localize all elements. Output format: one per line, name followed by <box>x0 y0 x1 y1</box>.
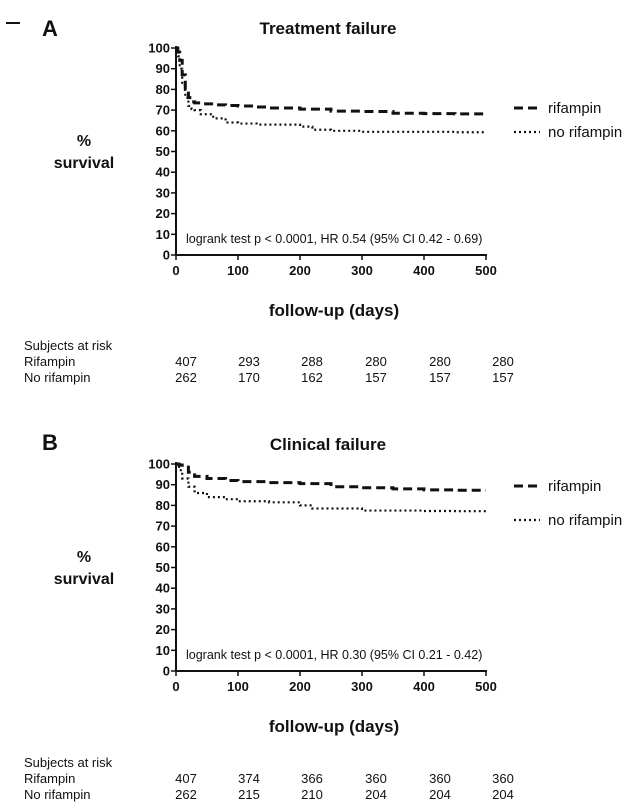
x-tick-label: 0 <box>172 263 179 278</box>
risk-value: 262 <box>175 370 197 385</box>
risk-table-title: Subjects at risk <box>24 755 113 770</box>
risk-value: 293 <box>238 354 260 369</box>
y-tick-label: 30 <box>156 185 170 200</box>
risk-value: 407 <box>175 771 197 786</box>
x-tick-label: 500 <box>475 679 497 694</box>
y-tick-label: 10 <box>156 643 170 658</box>
series-line-rifampin <box>176 462 486 492</box>
y-axis-label-line2: survival <box>54 155 114 172</box>
risk-value: 157 <box>429 370 451 385</box>
legend-label: rifampin <box>548 478 601 495</box>
series-line-no-rifampin <box>176 46 486 134</box>
y-tick-label: 30 <box>156 601 170 616</box>
risk-value: 288 <box>301 354 323 369</box>
y-axis-label-line2: survival <box>54 571 114 588</box>
logrank-annotation: logrank test p < 0.0001, HR 0.30 (95% CI… <box>186 648 482 662</box>
x-tick-label: 300 <box>351 679 373 694</box>
x-tick-label: 100 <box>227 679 249 694</box>
risk-value: 360 <box>365 771 387 786</box>
y-tick-label: 20 <box>156 206 170 221</box>
risk-row-label: No rifampin <box>24 787 91 802</box>
y-tick-label: 0 <box>163 664 170 679</box>
risk-row-label: Rifampin <box>24 354 76 369</box>
y-tick-label: 80 <box>156 498 170 513</box>
risk-value: 210 <box>301 787 323 802</box>
y-tick-label: 80 <box>156 82 170 97</box>
logrank-annotation: logrank test p < 0.0001, HR 0.54 (95% CI… <box>186 232 482 246</box>
risk-value: 170 <box>238 370 260 385</box>
risk-value: 280 <box>429 354 451 369</box>
legend-label: no rifampin <box>548 124 622 141</box>
risk-value: 407 <box>175 354 197 369</box>
y-tick-label: 10 <box>156 227 170 242</box>
chart-title: Clinical failure <box>270 435 386 454</box>
x-tick-label: 200 <box>289 679 311 694</box>
risk-value: 157 <box>365 370 387 385</box>
y-tick-label: 100 <box>148 41 170 56</box>
series-line-no-rifampin <box>176 462 486 513</box>
legend-label: rifampin <box>548 100 601 117</box>
risk-value: 366 <box>301 771 323 786</box>
y-tick-label: 40 <box>156 165 170 180</box>
risk-value: 360 <box>492 771 514 786</box>
chart-title: Treatment failure <box>260 19 397 38</box>
y-tick-label: 50 <box>156 144 170 159</box>
risk-value: 374 <box>238 771 260 786</box>
x-axis-label: follow-up (days) <box>269 717 399 736</box>
series-line-rifampin <box>176 46 486 116</box>
y-tick-label: 70 <box>156 519 170 534</box>
y-tick-label: 70 <box>156 103 170 118</box>
risk-value: 280 <box>365 354 387 369</box>
x-tick-label: 100 <box>227 263 249 278</box>
x-tick-label: 0 <box>172 679 179 694</box>
x-tick-label: 200 <box>289 263 311 278</box>
y-tick-label: 20 <box>156 622 170 637</box>
y-tick-label: 100 <box>148 457 170 472</box>
risk-value: 157 <box>492 370 514 385</box>
risk-value: 280 <box>492 354 514 369</box>
panel-label: B <box>42 430 58 455</box>
y-tick-label: 40 <box>156 581 170 596</box>
y-tick-label: 60 <box>156 123 170 138</box>
y-tick-label: 50 <box>156 560 170 575</box>
risk-value: 204 <box>492 787 514 802</box>
x-tick-label: 400 <box>413 679 435 694</box>
y-tick-label: 90 <box>156 61 170 76</box>
risk-value: 215 <box>238 787 260 802</box>
corner-mark <box>6 22 20 24</box>
risk-row-label: No rifampin <box>24 370 91 385</box>
risk-value: 204 <box>365 787 387 802</box>
y-axis-label-line1: % <box>77 133 91 150</box>
risk-value: 262 <box>175 787 197 802</box>
y-tick-label: 60 <box>156 539 170 554</box>
y-axis-label-line1: % <box>77 549 91 566</box>
risk-value: 162 <box>301 370 323 385</box>
y-tick-label: 0 <box>163 248 170 263</box>
y-tick-label: 90 <box>156 477 170 492</box>
risk-table-title: Subjects at risk <box>24 338 113 353</box>
x-tick-label: 300 <box>351 263 373 278</box>
legend-label: no rifampin <box>548 512 622 529</box>
risk-value: 360 <box>429 771 451 786</box>
x-axis-label: follow-up (days) <box>269 301 399 320</box>
panel-label: A <box>42 16 58 41</box>
risk-value: 204 <box>429 787 451 802</box>
x-tick-label: 400 <box>413 263 435 278</box>
risk-row-label: Rifampin <box>24 771 76 786</box>
x-tick-label: 500 <box>475 263 497 278</box>
